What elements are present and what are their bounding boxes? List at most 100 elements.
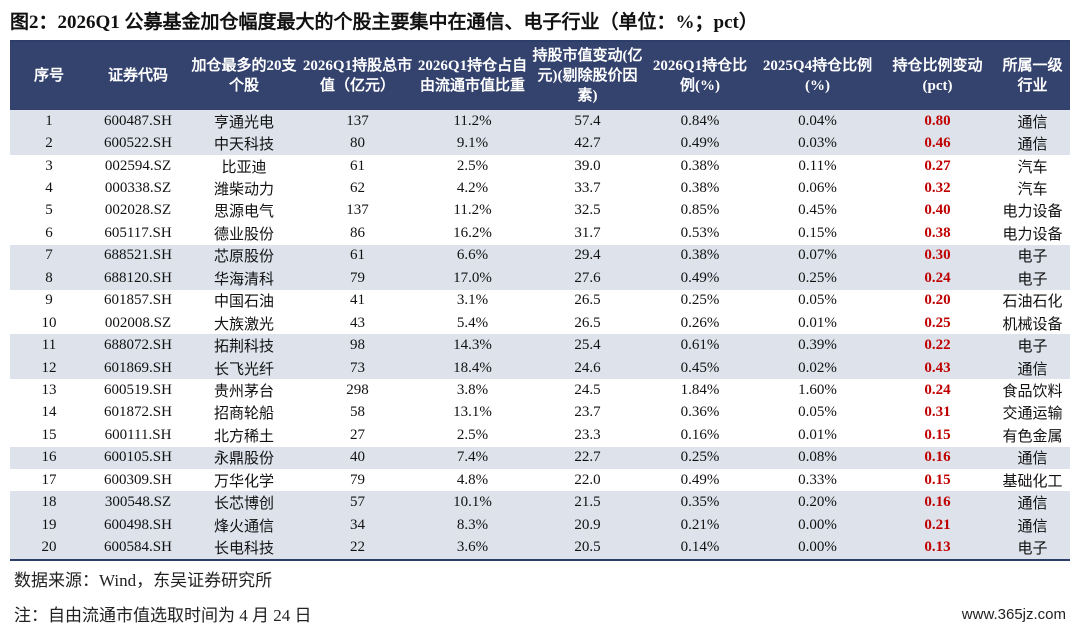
cell-total-mv: 80: [300, 132, 415, 155]
table-row: 16 600105.SH 永鼎股份 40 7.4% 22.7 0.25% 0.08% 0.16 通…: [10, 446, 1070, 469]
cell-mv-change: 42.7: [530, 132, 645, 155]
table-row: 8 688120.SH 华海清科 79 17.0% 27.6 0.49% 0.25% 0.24 电…: [10, 267, 1070, 290]
cell-code: 600105.SH: [88, 446, 188, 469]
cell-q4-ratio: 0.33%: [798, 471, 837, 488]
cell-mv-change: 24.6: [530, 356, 645, 380]
table-row: 1 600487.SH 亨通光电 137 11.2% 57.4 0.84% 0.04% 0.80…: [10, 110, 1070, 133]
col-header-q1-ratio: 2026Q1持仓比例(%): [645, 42, 755, 110]
cell-total-mv: 22: [300, 536, 415, 561]
cell-stock-name: 比亚迪: [221, 159, 267, 176]
cell-code: 002008.SZ: [104, 314, 172, 331]
cell-index: 13: [41, 381, 57, 398]
cell-industry: 有色金属: [1002, 428, 1063, 445]
cell-ratio-change: 0.25: [924, 314, 951, 331]
cell-ratio-change: 0.38: [924, 224, 951, 241]
cell-mv-change: 21.5: [530, 491, 645, 514]
cell-code: 600498.SH: [88, 513, 188, 537]
cell-industry: 汽车: [1017, 159, 1048, 176]
cell-ratio-change: 0.13: [880, 536, 995, 561]
cell-stock-name: 中国石油: [213, 294, 274, 311]
cell-q4-ratio: 0.20%: [755, 491, 880, 514]
cell-mv-change: 29.4: [530, 244, 645, 268]
cell-index: 8: [10, 267, 88, 290]
cell-free-float-ratio: 4.8%: [456, 471, 489, 488]
cell-index: 5: [45, 202, 53, 219]
cell-mv-change: 57.4: [530, 110, 645, 133]
cell-code: 002028.SZ: [104, 202, 172, 219]
table-row: 11 688072.SH 拓荆科技 98 14.3% 25.4 0.61% 0.39% 0.22…: [10, 334, 1070, 357]
cell-industry: 石油石化: [1002, 294, 1063, 311]
cell-index: 18: [10, 491, 88, 514]
cell-ratio-change: 0.24: [924, 381, 951, 398]
cell-q4-ratio: 0.08%: [755, 446, 880, 469]
cell-free-float-ratio: 17.0%: [415, 267, 530, 290]
cell-q1-ratio: 1.84%: [680, 381, 720, 398]
cell-q1-ratio: 0.49%: [645, 132, 755, 155]
cell-index: 16: [10, 446, 88, 469]
cell-mv-change: 26.5: [574, 314, 601, 331]
cell-free-float-ratio: 11.2%: [415, 110, 530, 133]
holdings-table-container: 序号 证券代码 加仓最多的20支个股 2026Q1持股总市值（亿元） 2026Q…: [10, 40, 1070, 561]
cell-q4-ratio: 1.60%: [798, 381, 837, 398]
cell-q4-ratio: 0.11%: [798, 157, 837, 174]
cell-q4-ratio: 0.01%: [798, 426, 837, 443]
cell-q4-ratio: 0.05%: [798, 292, 837, 309]
table-row: 19 600498.SH 烽火通信 34 8.3% 20.9 0.21% 0.00% 0.21 通…: [10, 513, 1070, 537]
cell-index: 4: [45, 180, 53, 197]
data-source: 数据来源：Wind，东吴证券研究所: [14, 571, 273, 590]
cell-q1-ratio: 0.14%: [645, 536, 755, 561]
cell-free-float-ratio: 7.4%: [415, 446, 530, 469]
cell-free-float-ratio: 10.1%: [415, 491, 530, 514]
cell-free-float-ratio: 5.4%: [456, 314, 489, 331]
cell-ratio-change: 0.46: [880, 132, 995, 155]
cell-q1-ratio: 0.21%: [645, 513, 755, 537]
cell-stock-name: 贵州茅台: [213, 383, 274, 400]
cell-q1-ratio: 0.53%: [680, 224, 720, 241]
cell-free-float-ratio: 2.5%: [456, 157, 489, 174]
table-row: 4 000338.SZ 潍柴动力 62 4.2% 33.7 0.38% 0.06% 0.32 汽车: [10, 177, 1070, 199]
cell-ratio-change: 0.32: [924, 180, 951, 197]
cell-ratio-change: 0.15: [924, 471, 951, 488]
cell-stock-name: 烽火通信: [188, 513, 300, 537]
cell-index: 17: [41, 471, 57, 488]
cell-stock-name: 拓荆科技: [188, 334, 300, 357]
col-header-ratio-change: 持仓比例变动(pct): [880, 42, 995, 110]
holdings-table: 序号 证券代码 加仓最多的20支个股 2026Q1持股总市值（亿元） 2026Q…: [10, 42, 1070, 561]
cell-index: 3: [45, 157, 53, 174]
cell-free-float-ratio: 9.1%: [415, 132, 530, 155]
cell-ratio-change: 0.22: [880, 334, 995, 357]
cell-total-mv: 58: [350, 404, 365, 421]
cell-free-float-ratio: 13.1%: [453, 404, 492, 421]
cell-industry: 通信: [995, 356, 1070, 380]
cell-code: 600309.SH: [104, 471, 172, 488]
cell-code: 688120.SH: [88, 267, 188, 290]
cell-index: 20: [10, 536, 88, 561]
cell-code: 601857.SH: [104, 292, 172, 309]
cell-stock-name: 中天科技: [188, 132, 300, 155]
cell-industry: 电力设备: [1002, 204, 1063, 221]
col-header-stock-name: 加仓最多的20支个股: [188, 42, 300, 110]
cell-stock-name: 德业股份: [213, 226, 274, 243]
cell-q1-ratio: 0.61%: [645, 334, 755, 357]
table-row: 3 002594.SZ 比亚迪 61 2.5% 39.0 0.38% 0.11% 0.27 汽车: [10, 155, 1070, 177]
cell-industry: 通信: [995, 132, 1070, 155]
cell-stock-name: 长飞光纤: [188, 356, 300, 380]
table-row: 10 002008.SZ 大族激光 43 5.4% 26.5 0.26% 0.01% 0.25 机…: [10, 312, 1070, 334]
cell-industry: 汽车: [1017, 182, 1048, 199]
cell-ratio-change: 0.40: [924, 202, 951, 219]
cell-q4-ratio: 0.01%: [798, 314, 837, 331]
cell-q4-ratio: 0.25%: [755, 267, 880, 290]
cell-industry: 电子: [995, 244, 1070, 268]
cell-index: 12: [10, 356, 88, 380]
cell-stock-name: 芯原股份: [188, 244, 300, 268]
cell-q4-ratio: 0.04%: [755, 110, 880, 133]
cell-q1-ratio: 0.38%: [645, 244, 755, 268]
cell-industry: 电子: [995, 334, 1070, 357]
cell-code: 002594.SZ: [104, 157, 172, 174]
cell-ratio-change: 0.27: [924, 157, 951, 174]
col-header-q4-ratio: 2025Q4持仓比例(%): [755, 42, 880, 110]
cell-free-float-ratio: 3.8%: [456, 381, 489, 398]
cell-industry: 交通运输: [1002, 406, 1063, 423]
cell-code: 688072.SH: [88, 334, 188, 357]
cell-ratio-change: 0.80: [880, 110, 995, 133]
